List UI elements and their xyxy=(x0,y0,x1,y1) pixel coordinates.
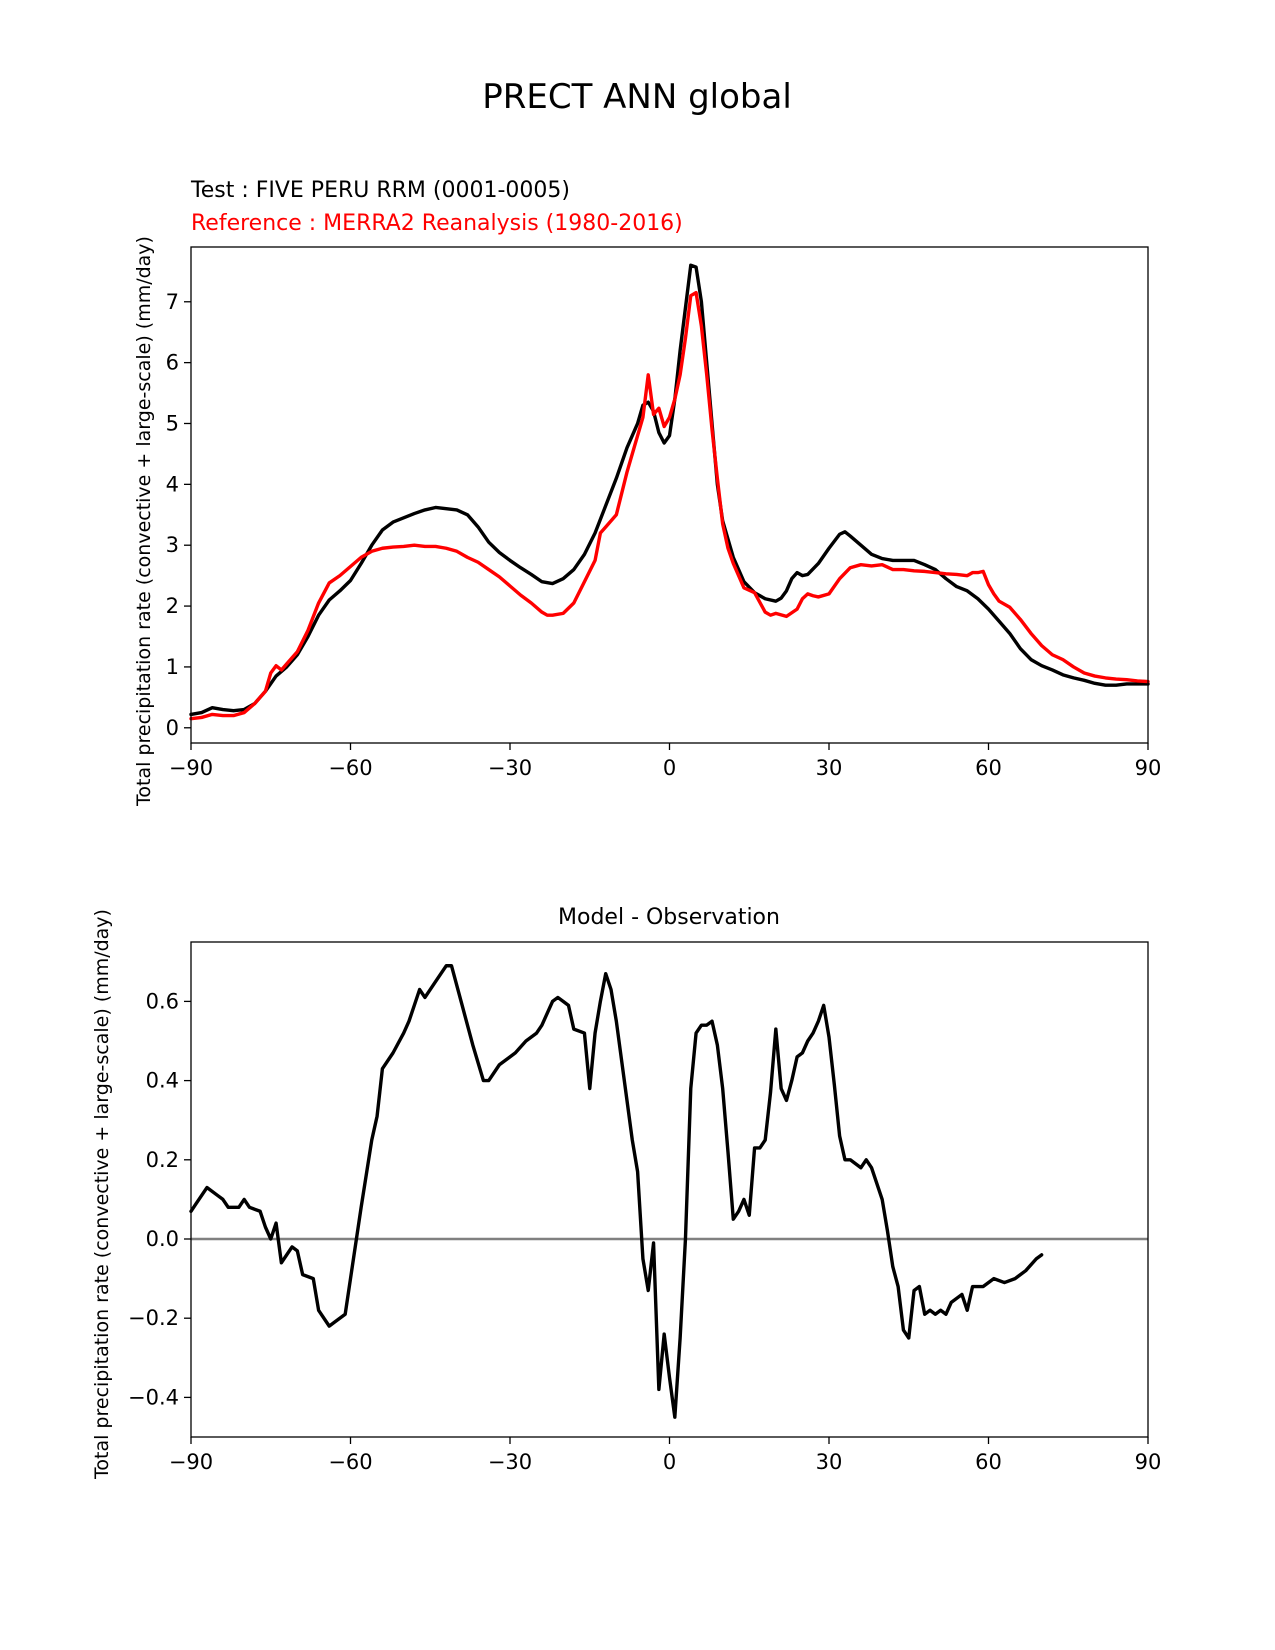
top-panel-ytick-label: 5 xyxy=(166,411,179,435)
top-panel: Test : FIVE PERU RRM (0001-0005) Referen… xyxy=(133,178,1161,807)
top-panel-xtick-label: 30 xyxy=(816,756,843,780)
bottom-panel-series-line-0 xyxy=(189,964,1044,1419)
bottom-panel-title: Model - Observation xyxy=(558,905,780,930)
top-panel-ytick-label: 0 xyxy=(166,716,179,740)
bottom-panel-yaxis-label-group: Total precipitation rate (convective + l… xyxy=(91,909,113,1480)
bottom-panel-ytick-label: 0.2 xyxy=(146,1148,179,1172)
bottom-panel-xtick-label: −30 xyxy=(488,1450,532,1474)
top-panel-xtick-label: −30 xyxy=(488,756,532,780)
bottom-panel: Model - Observation Total precipitation … xyxy=(91,905,1161,1480)
top-panel-series-line-1 xyxy=(189,290,1150,721)
top-panel-test-label: Test : FIVE PERU RRM (0001-0005) xyxy=(190,178,570,203)
top-panel-reference-label: Reference : MERRA2 Reanalysis (1980-2016… xyxy=(191,211,683,236)
bottom-panel-xtick-label: 60 xyxy=(975,1450,1002,1474)
bottom-panel-xtick-label: −60 xyxy=(328,1450,372,1474)
bottom-panel-ytick-label: 0.0 xyxy=(146,1227,179,1251)
bottom-panel-xtick-label: 0 xyxy=(663,1450,676,1474)
bottom-panel-ytick-label: −0.4 xyxy=(128,1385,179,1409)
top-panel-ytick-label: 1 xyxy=(166,655,179,679)
top-panel-xtick-label: −90 xyxy=(169,756,213,780)
top-panel-ytick-label: 2 xyxy=(166,594,179,618)
figure-title: PRECT ANN global xyxy=(482,77,792,117)
top-panel-ytick-label: 3 xyxy=(166,533,179,557)
top-panel-series-line-0 xyxy=(189,263,1150,717)
top-panel-yaxis-label-group: Total precipitation rate (convective + l… xyxy=(133,236,155,807)
bottom-panel-xtick-label: 90 xyxy=(1135,1450,1162,1474)
top-panel-xtick-label: 90 xyxy=(1135,756,1162,780)
bottom-panel-ytick-label: −0.2 xyxy=(128,1306,179,1330)
top-panel-ytick-label: 7 xyxy=(166,290,179,314)
top-panel-xtick-label: −60 xyxy=(328,756,372,780)
top-panel-xtick-label: 60 xyxy=(975,756,1002,780)
top-panel-ytick-label: 6 xyxy=(166,351,179,375)
top-panel-ytick-label: 4 xyxy=(166,472,179,496)
top-panel-ylabel: Total precipitation rate (convective + l… xyxy=(133,236,155,807)
bottom-panel-xtick-label: 30 xyxy=(816,1450,843,1474)
bottom-panel-ytick-label: 0.4 xyxy=(146,1069,179,1093)
bottom-panel-ylabel: Total precipitation rate (convective + l… xyxy=(91,909,113,1480)
top-panel-xtick-label: 0 xyxy=(663,756,676,780)
bottom-panel-xtick-label: −90 xyxy=(169,1450,213,1474)
bottom-panel-ytick-label: 0.6 xyxy=(146,989,179,1013)
